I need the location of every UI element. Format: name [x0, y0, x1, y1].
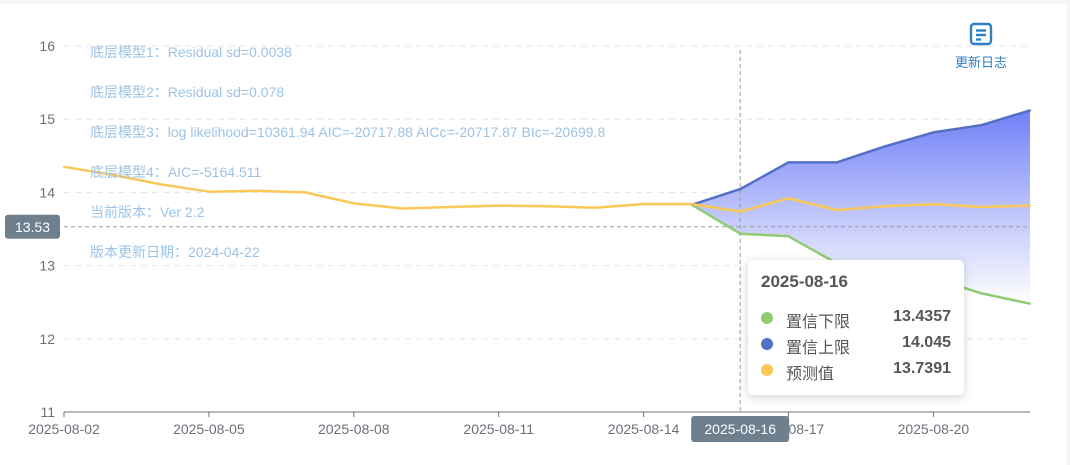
legend-dot-upper [761, 338, 773, 350]
reference-label-bg [5, 214, 60, 239]
forecast-chart[interactable]: 11 12 13 14 15 16 13.53 2025-08-02 2025-08-05 202… [0, 4, 1066, 465]
upper-bound-point [932, 131, 935, 134]
reference-label: 13.53 [15, 219, 50, 235]
document-icon [969, 22, 993, 46]
upper-bound-point [980, 123, 983, 127]
lower-bound-point [1028, 302, 1032, 305]
tooltip-row-upper: 置信上限 14.045 [761, 333, 951, 357]
annotation-version: 当前版本：Ver 2.2 [90, 204, 205, 220]
y-tick-label: 12 [39, 331, 55, 347]
tooltip-name: 预测值 [786, 366, 835, 383]
forecast-point [932, 202, 935, 206]
forecast-point [980, 205, 983, 209]
y-tick-label: 11 [40, 404, 55, 420]
forecast-point [497, 204, 500, 207]
forecast-point [304, 191, 307, 194]
crosshair-x-label: 2025-08-16 [704, 421, 776, 437]
forecast-point [207, 190, 211, 193]
forecast-point [256, 189, 259, 193]
lower-bound-point [787, 235, 790, 238]
x-tick-label: 2025-08-11 [463, 421, 534, 437]
y-tick-label: 16 [39, 38, 55, 54]
y-tick-label: 15 [39, 111, 55, 127]
x-tick-label: 2025-08-05 [173, 421, 245, 437]
x-tick-label: 2025-08-14 [608, 421, 680, 437]
tooltip-value: 13.7391 [893, 360, 951, 377]
forecast-point [1028, 204, 1032, 207]
tooltip-row-lower: 置信下限 13.4357 [761, 307, 951, 331]
x-tick-label: 2025-08-08 [318, 421, 390, 437]
changelog-label: 更新日志 [954, 55, 1007, 70]
x-tick-label: 2025-08-20 [898, 421, 970, 437]
legend-dot-forecast [761, 364, 773, 376]
legend-dot-lower [761, 312, 773, 324]
forecast-point [111, 173, 114, 177]
tooltip-name: 置信上限 [786, 340, 851, 357]
upper-bound-point [787, 161, 790, 164]
changelog-button[interactable]: 更新日志 [946, 22, 1016, 71]
forecast-point [62, 165, 66, 168]
upper-bound-point [883, 145, 887, 148]
tooltip-date: 2025-08-16 [761, 272, 848, 291]
tooltip-value: 14.045 [902, 334, 951, 351]
forecast-point [400, 207, 404, 210]
forecast-point [352, 202, 355, 205]
chart-panel: 11 12 13 14 15 16 13.53 2025-08-02 2025-08-05 202… [0, 4, 1066, 465]
annotation-update-date: 版本更新日期：2024-04-22 [90, 244, 260, 260]
upper-bound-point [739, 187, 742, 191]
upper-bound-point [835, 161, 838, 164]
forecast-point [835, 208, 838, 212]
x-tick-label: 2025-08-02 [28, 421, 100, 437]
forecast-point [787, 197, 790, 200]
annotation-model1: 底层模型1：Residual sd=0.0038 [90, 44, 292, 60]
forecast-point [594, 206, 597, 209]
lower-bound-point [739, 232, 742, 235]
tooltip-row-forecast: 预测值 13.7391 [761, 359, 951, 383]
forecast-point [642, 202, 645, 206]
lower-bound-point [980, 292, 983, 295]
y-tick-label: 14 [39, 184, 55, 200]
annotation-model2: 底层模型2：Residual sd=0.078 [90, 84, 285, 100]
forecast-point [159, 183, 162, 186]
upper-bound-line [691, 109, 1031, 206]
tooltip-value: 13.4357 [893, 308, 951, 325]
tooltip: 2025-08-16 置信下限 13.4357 置信上限 14.045 预测值 … [748, 260, 964, 395]
forecast-point [883, 205, 887, 208]
forecast-point [449, 205, 452, 209]
crosshair-x-label-bg [691, 416, 790, 442]
annotation-model4: 底层模型4：AIC=-5164.511 [90, 164, 262, 180]
y-tick-label: 13 [39, 258, 55, 274]
forecast-point [545, 205, 549, 208]
tooltip-name: 置信下限 [786, 314, 851, 331]
forecast-point [739, 210, 742, 213]
annotation-model3: 底层模型3：log likelihood=10361.94 AIC=-20717… [90, 124, 606, 140]
upper-bound-point [1028, 109, 1032, 112]
forecast-point [690, 202, 694, 206]
